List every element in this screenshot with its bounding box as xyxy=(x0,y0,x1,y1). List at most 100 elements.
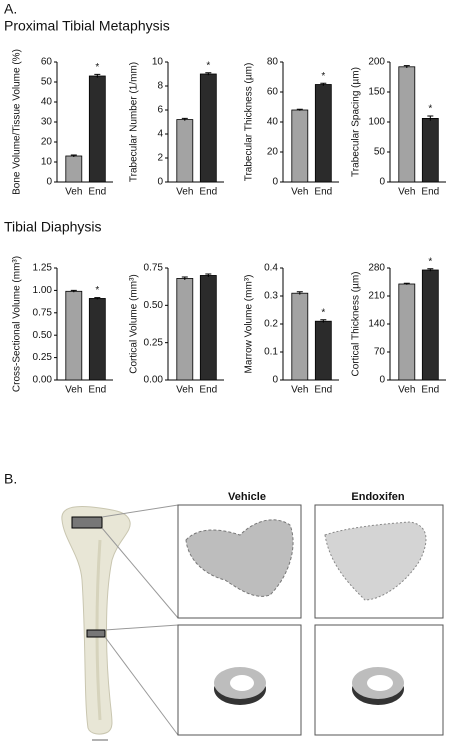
y-tick-label: 0.00 xyxy=(144,375,164,386)
y-axis-title: Cortical Thickness (µm) xyxy=(351,271,362,376)
bar xyxy=(314,320,332,381)
y-axis-title: Trabecular Thickness (µm) xyxy=(244,63,255,182)
bar xyxy=(176,278,194,381)
x-tick-label: Veh xyxy=(65,187,82,198)
y-tick-label: 210 xyxy=(368,291,385,302)
y-tick-label: 0 xyxy=(46,177,52,188)
bar xyxy=(398,283,416,381)
error-bar xyxy=(205,72,212,76)
y-tick-label: 140 xyxy=(368,319,385,330)
bar xyxy=(199,73,217,183)
error-bar xyxy=(205,273,212,277)
y-tick-label: 0 xyxy=(379,177,385,188)
error-bar xyxy=(320,319,327,323)
x-tick-label: Veh xyxy=(398,187,415,198)
section-title: Tibial Diaphysis xyxy=(4,219,102,235)
significance-marker: * xyxy=(95,62,99,73)
y-tick-label: 0.4 xyxy=(264,263,278,274)
y-tick-label: 150 xyxy=(368,87,385,98)
bar xyxy=(398,66,416,183)
y-tick-label: 1.00 xyxy=(33,285,53,296)
y-tick-label: 280 xyxy=(368,263,385,274)
y-tick-label: 4 xyxy=(157,129,163,140)
y-tick-label: 8 xyxy=(157,81,163,92)
column-title: Endoxifen xyxy=(351,491,404,503)
significance-marker: * xyxy=(95,285,99,296)
y-tick-label: 60 xyxy=(41,57,53,68)
microct-images xyxy=(177,504,444,736)
y-tick-label: 0.2 xyxy=(264,319,278,330)
bar xyxy=(291,292,309,381)
x-tick-label: End xyxy=(314,187,332,198)
y-tick-label: 0.00 xyxy=(33,375,53,386)
x-tick-label: Veh xyxy=(65,385,82,396)
y-tick-label: 0.75 xyxy=(33,307,53,318)
y-axis-title: Trabecular Spacing (µm) xyxy=(351,67,362,177)
y-tick-label: 0.50 xyxy=(144,300,164,311)
y-tick-label: 0 xyxy=(272,375,278,386)
error-bar xyxy=(427,115,434,121)
y-tick-label: 20 xyxy=(41,137,53,148)
y-tick-label: 2 xyxy=(157,153,163,164)
y-axis-title: Bone Volume/Tissue Volume (%) xyxy=(12,49,23,195)
y-tick-label: 0 xyxy=(157,177,163,188)
y-tick-label: 40 xyxy=(267,117,279,128)
bar xyxy=(314,84,332,183)
x-tick-label: Veh xyxy=(398,385,415,396)
y-tick-label: 0.25 xyxy=(144,337,164,348)
y-tick-label: 0.25 xyxy=(33,352,53,363)
x-tick-label: End xyxy=(421,187,439,198)
y-axis-title: Trabecular Number (1/mm) xyxy=(129,62,140,182)
error-bar xyxy=(296,291,303,295)
y-tick-label: 0.50 xyxy=(33,330,53,341)
x-tick-label: Veh xyxy=(176,385,193,396)
bar xyxy=(88,298,106,381)
x-tick-label: Veh xyxy=(176,187,193,198)
y-tick-label: 6 xyxy=(157,105,163,116)
error-bar xyxy=(320,82,327,86)
error-bar xyxy=(181,276,188,280)
bar xyxy=(199,275,217,381)
y-tick-label: 1.25 xyxy=(33,263,53,274)
bar xyxy=(65,155,83,183)
error-bar xyxy=(427,268,434,272)
panel-label: B. xyxy=(4,471,17,487)
y-axis-title: Marrow Volume (mm³) xyxy=(244,275,255,374)
y-tick-label: 0.75 xyxy=(144,263,164,274)
x-tick-label: Veh xyxy=(291,187,308,198)
y-tick-label: 10 xyxy=(152,57,164,68)
tibia-illustration xyxy=(61,504,179,741)
y-tick-label: 0 xyxy=(379,375,385,386)
error-bar xyxy=(70,154,77,157)
column-title: Vehicle xyxy=(228,491,266,503)
x-tick-label: End xyxy=(421,385,439,396)
y-tick-label: 200 xyxy=(368,57,385,68)
y-tick-label: 100 xyxy=(368,117,385,128)
error-bar xyxy=(403,65,410,68)
bar xyxy=(421,269,439,381)
significance-marker: * xyxy=(206,60,210,71)
y-axis-title: Cortical Volume (mm³) xyxy=(129,274,140,373)
x-tick-label: End xyxy=(199,187,217,198)
y-tick-label: 30 xyxy=(41,117,53,128)
bar xyxy=(421,118,439,183)
panel-label: A. xyxy=(4,1,17,17)
error-bar xyxy=(94,297,101,300)
significance-marker: * xyxy=(428,104,432,115)
y-tick-label: 40 xyxy=(41,97,53,108)
y-tick-label: 80 xyxy=(267,57,279,68)
y-tick-label: 50 xyxy=(374,147,386,158)
y-tick-label: 0.1 xyxy=(264,347,278,358)
y-tick-label: 10 xyxy=(41,157,53,168)
x-tick-label: Veh xyxy=(291,385,308,396)
y-tick-label: 0 xyxy=(272,177,278,188)
y-tick-label: 70 xyxy=(374,347,386,358)
error-bar xyxy=(181,117,188,121)
bar xyxy=(291,109,309,183)
x-tick-label: End xyxy=(88,385,106,396)
bar xyxy=(65,290,83,381)
section-title: Proximal Tibial Metaphysis xyxy=(4,18,170,34)
error-bar xyxy=(403,282,410,285)
error-bar xyxy=(296,108,303,111)
